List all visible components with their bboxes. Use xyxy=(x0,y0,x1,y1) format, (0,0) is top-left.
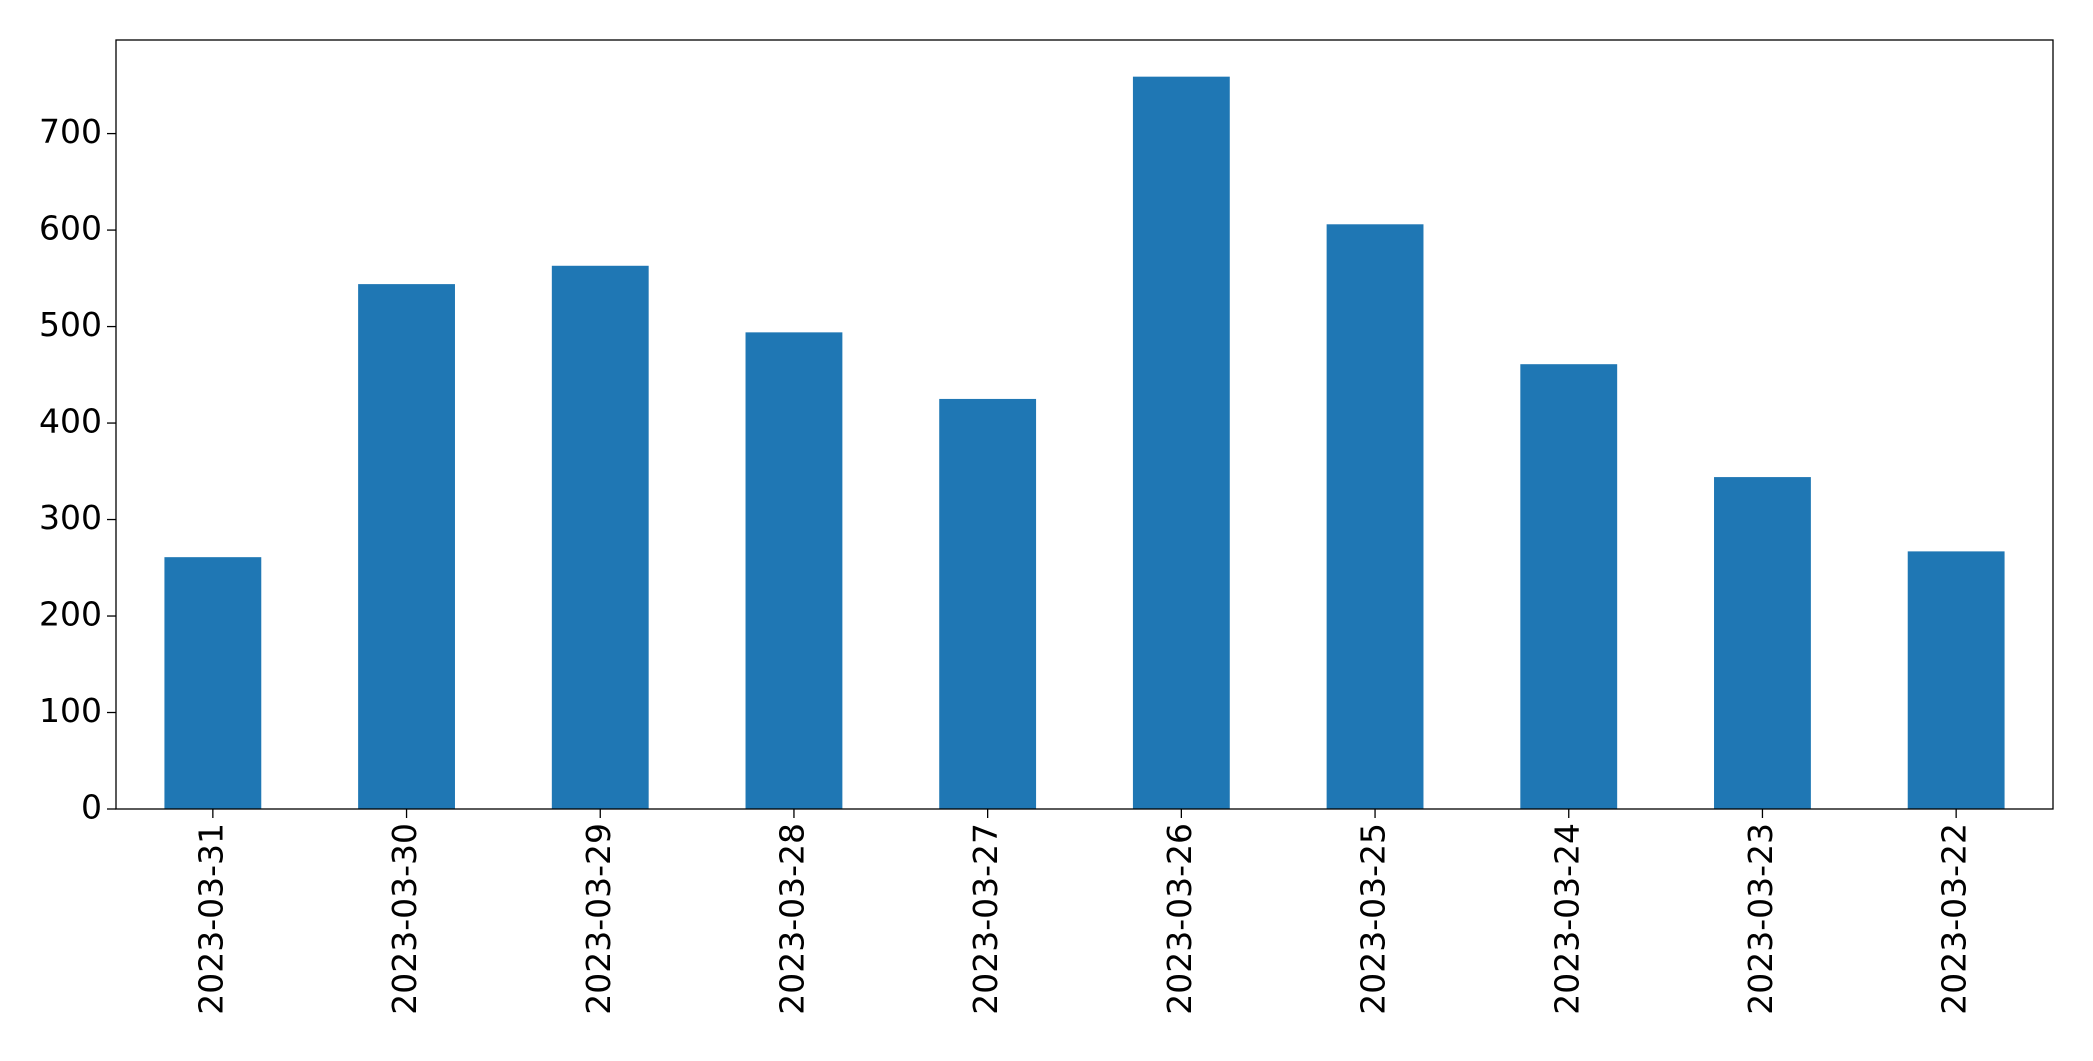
x-tick-label: 2023-03-24 xyxy=(1547,823,1586,1015)
bar xyxy=(1907,551,2005,809)
x-tick-label: 2023-03-27 xyxy=(966,823,1005,1015)
x-tick-label: 2023-03-29 xyxy=(579,823,618,1015)
y-tick-label: 500 xyxy=(39,305,102,344)
y-tick-label: 100 xyxy=(39,691,102,730)
x-tick-label: 2023-03-25 xyxy=(1354,823,1393,1015)
y-tick-label: 600 xyxy=(39,209,102,248)
x-tick-label: 2023-03-28 xyxy=(772,823,811,1015)
bar xyxy=(358,284,455,809)
x-tick-label: 2023-03-31 xyxy=(191,823,230,1015)
bar xyxy=(1714,477,1811,809)
bar xyxy=(551,265,649,809)
bar xyxy=(939,398,1037,809)
x-tick-label: 2023-03-30 xyxy=(385,823,424,1015)
bar xyxy=(1326,224,1424,809)
bar xyxy=(1520,364,1618,809)
x-tick-label: 2023-03-26 xyxy=(1160,823,1199,1015)
x-tick-label: 2023-03-23 xyxy=(1741,823,1780,1015)
y-tick-label: 0 xyxy=(81,788,102,827)
y-tick-label: 400 xyxy=(39,402,102,441)
plot-frame xyxy=(115,39,2054,810)
bar xyxy=(745,332,843,809)
y-tick-label: 700 xyxy=(39,112,102,151)
y-tick-label: 300 xyxy=(39,498,102,537)
y-tick-label: 200 xyxy=(39,595,102,634)
x-tick-label: 2023-03-22 xyxy=(1935,823,1974,1015)
bar xyxy=(1132,76,1230,810)
bar xyxy=(164,557,262,809)
